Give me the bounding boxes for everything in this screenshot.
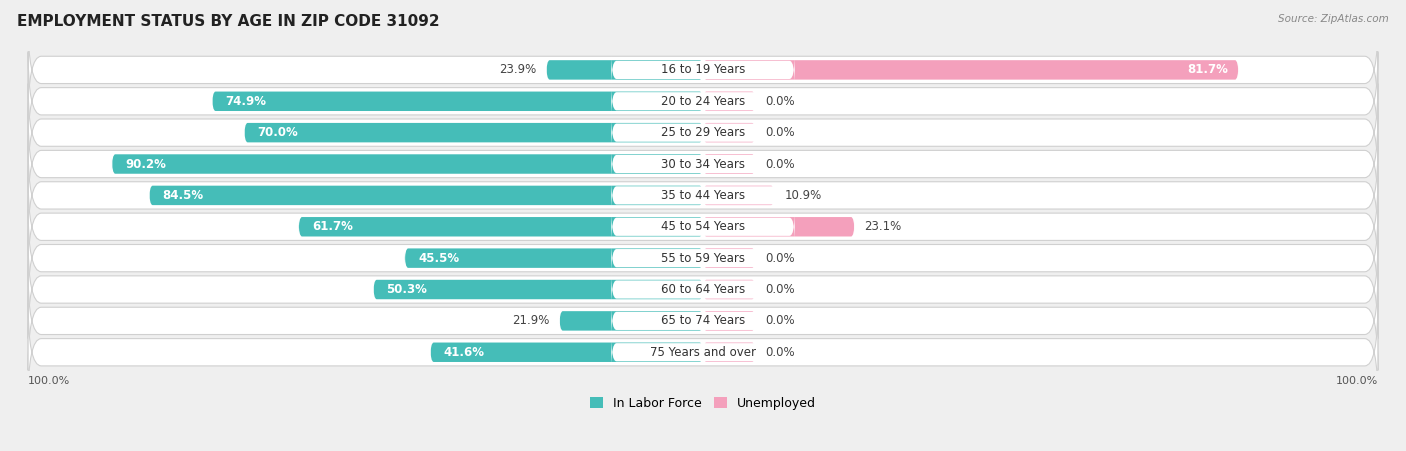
Text: 16 to 19 Years: 16 to 19 Years	[661, 64, 745, 76]
Text: 0.0%: 0.0%	[765, 157, 794, 170]
Legend: In Labor Force, Unemployed: In Labor Force, Unemployed	[591, 396, 815, 410]
FancyBboxPatch shape	[703, 311, 755, 331]
FancyBboxPatch shape	[703, 154, 755, 174]
FancyBboxPatch shape	[612, 179, 794, 212]
FancyBboxPatch shape	[298, 217, 703, 236]
Text: 10.9%: 10.9%	[785, 189, 821, 202]
FancyBboxPatch shape	[28, 272, 1378, 370]
Text: 41.6%: 41.6%	[443, 346, 485, 359]
Text: 30 to 34 Years: 30 to 34 Years	[661, 157, 745, 170]
FancyBboxPatch shape	[612, 242, 794, 274]
FancyBboxPatch shape	[703, 186, 775, 205]
FancyBboxPatch shape	[28, 83, 1378, 182]
Text: 0.0%: 0.0%	[765, 252, 794, 265]
FancyBboxPatch shape	[28, 52, 1378, 150]
FancyBboxPatch shape	[612, 148, 794, 180]
Text: 90.2%: 90.2%	[125, 157, 166, 170]
Text: 55 to 59 Years: 55 to 59 Years	[661, 252, 745, 265]
Text: 0.0%: 0.0%	[765, 346, 794, 359]
Text: 0.0%: 0.0%	[765, 95, 794, 108]
FancyBboxPatch shape	[245, 123, 703, 143]
Text: 65 to 74 Years: 65 to 74 Years	[661, 314, 745, 327]
FancyBboxPatch shape	[430, 342, 703, 362]
FancyBboxPatch shape	[703, 92, 755, 111]
FancyBboxPatch shape	[405, 249, 703, 268]
FancyBboxPatch shape	[612, 211, 794, 243]
Text: 45.5%: 45.5%	[418, 252, 460, 265]
FancyBboxPatch shape	[612, 117, 794, 149]
FancyBboxPatch shape	[703, 60, 1239, 80]
Text: 0.0%: 0.0%	[765, 314, 794, 327]
FancyBboxPatch shape	[560, 311, 703, 331]
Text: 100.0%: 100.0%	[1336, 376, 1378, 386]
Text: 21.9%: 21.9%	[512, 314, 550, 327]
FancyBboxPatch shape	[28, 303, 1378, 401]
FancyBboxPatch shape	[703, 123, 755, 143]
FancyBboxPatch shape	[612, 85, 794, 117]
Text: 84.5%: 84.5%	[163, 189, 204, 202]
Text: 60 to 64 Years: 60 to 64 Years	[661, 283, 745, 296]
Text: 0.0%: 0.0%	[765, 126, 794, 139]
FancyBboxPatch shape	[28, 178, 1378, 276]
Text: Source: ZipAtlas.com: Source: ZipAtlas.com	[1278, 14, 1389, 23]
Text: 45 to 54 Years: 45 to 54 Years	[661, 220, 745, 233]
Text: 50.3%: 50.3%	[387, 283, 427, 296]
FancyBboxPatch shape	[703, 342, 755, 362]
FancyBboxPatch shape	[112, 154, 703, 174]
FancyBboxPatch shape	[28, 115, 1378, 213]
Text: 70.0%: 70.0%	[257, 126, 298, 139]
FancyBboxPatch shape	[703, 280, 755, 299]
Text: 25 to 29 Years: 25 to 29 Years	[661, 126, 745, 139]
Text: 100.0%: 100.0%	[28, 376, 70, 386]
Text: 23.1%: 23.1%	[865, 220, 901, 233]
FancyBboxPatch shape	[703, 217, 855, 236]
FancyBboxPatch shape	[612, 305, 794, 337]
Text: 23.9%: 23.9%	[499, 64, 537, 76]
Text: EMPLOYMENT STATUS BY AGE IN ZIP CODE 31092: EMPLOYMENT STATUS BY AGE IN ZIP CODE 310…	[17, 14, 440, 28]
FancyBboxPatch shape	[28, 240, 1378, 339]
FancyBboxPatch shape	[703, 249, 755, 268]
Text: 75 Years and over: 75 Years and over	[650, 346, 756, 359]
Text: 20 to 24 Years: 20 to 24 Years	[661, 95, 745, 108]
Text: 0.0%: 0.0%	[765, 283, 794, 296]
FancyBboxPatch shape	[28, 209, 1378, 307]
Text: 74.9%: 74.9%	[225, 95, 266, 108]
FancyBboxPatch shape	[547, 60, 703, 80]
Text: 35 to 44 Years: 35 to 44 Years	[661, 189, 745, 202]
FancyBboxPatch shape	[612, 336, 794, 368]
FancyBboxPatch shape	[28, 21, 1378, 119]
FancyBboxPatch shape	[212, 92, 703, 111]
FancyBboxPatch shape	[374, 280, 703, 299]
FancyBboxPatch shape	[612, 54, 794, 86]
Text: 61.7%: 61.7%	[312, 220, 353, 233]
FancyBboxPatch shape	[149, 186, 703, 205]
Text: 81.7%: 81.7%	[1188, 64, 1229, 76]
FancyBboxPatch shape	[612, 273, 794, 305]
FancyBboxPatch shape	[28, 146, 1378, 244]
